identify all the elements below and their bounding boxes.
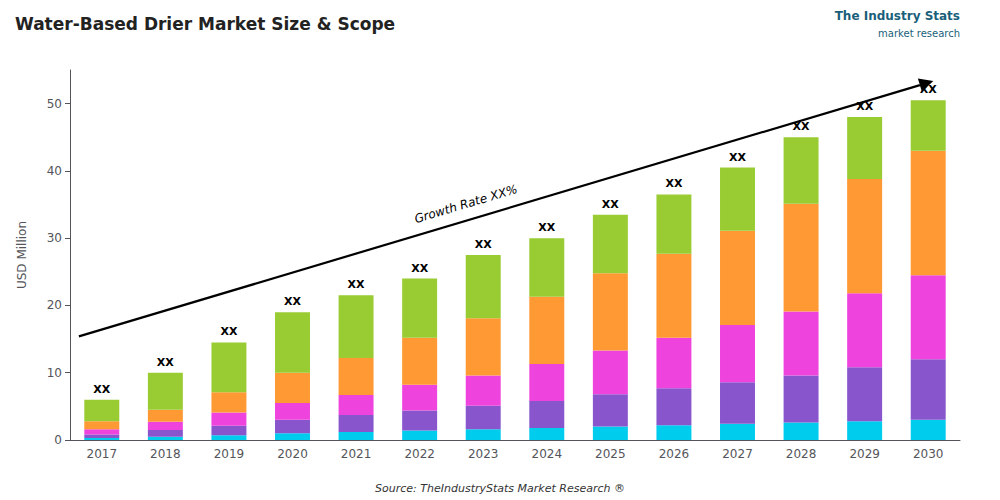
svg-text:XX: XX [665,177,682,190]
svg-text:XX: XX [475,238,492,251]
svg-text:2026: 2026 [659,447,690,461]
svg-text:2020: 2020 [277,447,308,461]
svg-text:XX: XX [411,262,428,275]
svg-text:The Industry Stats: The Industry Stats [835,9,960,23]
svg-text:2022: 2022 [404,447,435,461]
svg-text:XX: XX [157,356,174,369]
svg-text:2018: 2018 [150,447,181,461]
svg-text:XX: XX [919,83,937,97]
svg-text:XX: XX [284,295,301,308]
svg-text:50: 50 [47,97,62,111]
svg-text:40: 40 [47,164,62,178]
svg-text:XX: XX [220,325,237,338]
svg-text:XX: XX [856,100,874,114]
svg-text:Source: TheIndustryStats Marke: Source: TheIndustryStats Market Research… [375,482,625,495]
svg-text:10: 10 [47,366,62,380]
svg-text:Water-Based Drier Market Size: Water-Based Drier Market Size & Scope [15,14,395,34]
svg-text:market research: market research [878,28,960,39]
svg-text:2029: 2029 [849,447,880,461]
svg-text:XX: XX [729,151,746,164]
svg-text:20: 20 [47,298,62,312]
svg-text:2025: 2025 [595,447,626,461]
svg-text:USD Million: USD Million [15,221,29,289]
svg-text:XX: XX [93,383,110,396]
svg-text:2024: 2024 [532,447,563,461]
svg-text:2023: 2023 [468,447,499,461]
svg-text:XX: XX [602,198,619,211]
svg-text:0: 0 [54,433,62,447]
svg-text:30: 30 [47,231,62,245]
svg-text:2021: 2021 [341,447,372,461]
svg-text:XX: XX [348,278,365,291]
svg-text:2027: 2027 [722,447,753,461]
svg-text:Growth Rate XX%: Growth Rate XX% [413,182,519,226]
svg-text:2019: 2019 [214,447,245,461]
svg-text:2030: 2030 [913,447,944,461]
svg-text:XX: XX [792,120,810,134]
svg-text:XX: XX [538,221,555,234]
svg-text:2028: 2028 [786,447,817,461]
svg-text:2017: 2017 [87,447,118,461]
